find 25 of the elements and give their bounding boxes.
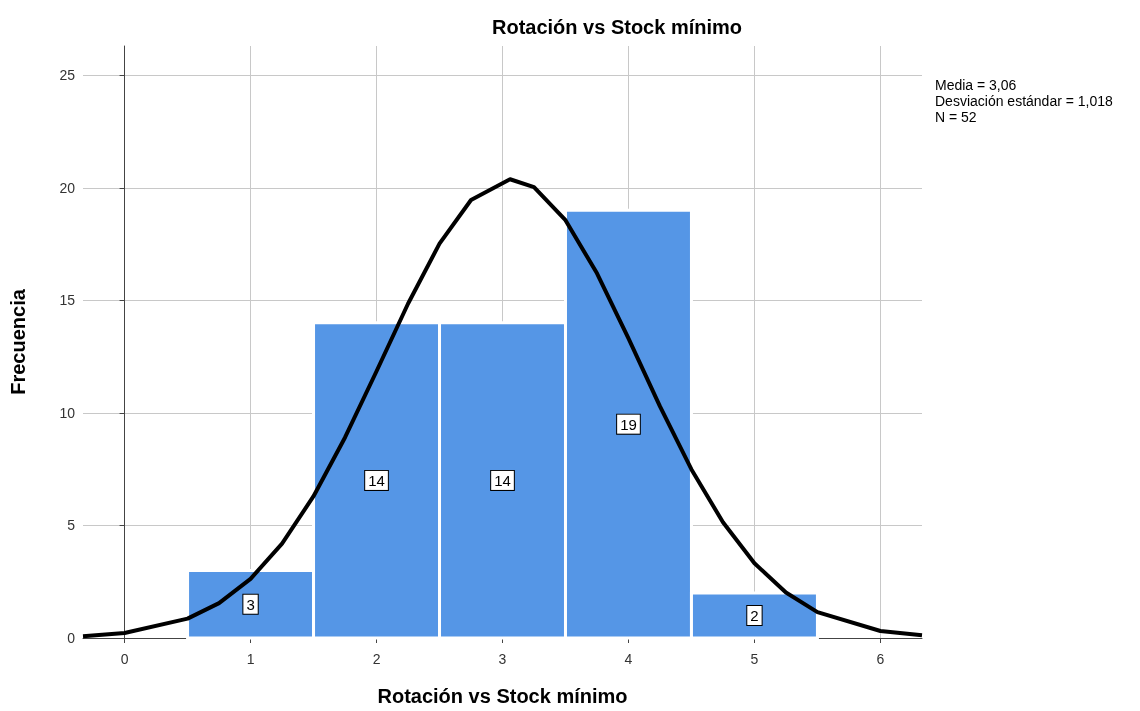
data-label: 14 bbox=[494, 471, 511, 489]
data-label: 19 bbox=[620, 415, 637, 433]
x-tick-label: 1 bbox=[246, 651, 255, 667]
y-tick-label: 0 bbox=[67, 630, 76, 646]
x-tick-label: 2 bbox=[372, 651, 381, 667]
y-axis-title: Frecuencia bbox=[7, 288, 29, 395]
text: N = 52 bbox=[935, 109, 977, 125]
chart-title: Rotación vs Stock mínimo bbox=[491, 16, 743, 38]
data-label: 2 bbox=[750, 606, 759, 624]
text: Media = 3,06 bbox=[935, 77, 1017, 93]
y-tick-label: 15 bbox=[59, 292, 76, 309]
x-tick-label: 6 bbox=[876, 651, 885, 667]
x-tick-label: 0 bbox=[120, 651, 129, 667]
x-tick-label: 3 bbox=[498, 651, 507, 667]
data-label: 14 bbox=[368, 471, 385, 489]
x-tick-label: 5 bbox=[750, 651, 759, 667]
x-tick-label: 4 bbox=[624, 651, 633, 667]
text: Desviación estándar = 1,018 bbox=[935, 93, 1114, 109]
line-series bbox=[81, 177, 924, 639]
x-axis-title: Rotación vs Stock mínimo bbox=[377, 685, 628, 707]
data-label: 3 bbox=[246, 595, 255, 613]
y-tick-label: 5 bbox=[67, 517, 76, 534]
y-tick-label: 10 bbox=[59, 404, 76, 421]
y-tick-label: 20 bbox=[59, 179, 76, 196]
y-tick-label: 25 bbox=[59, 67, 76, 84]
